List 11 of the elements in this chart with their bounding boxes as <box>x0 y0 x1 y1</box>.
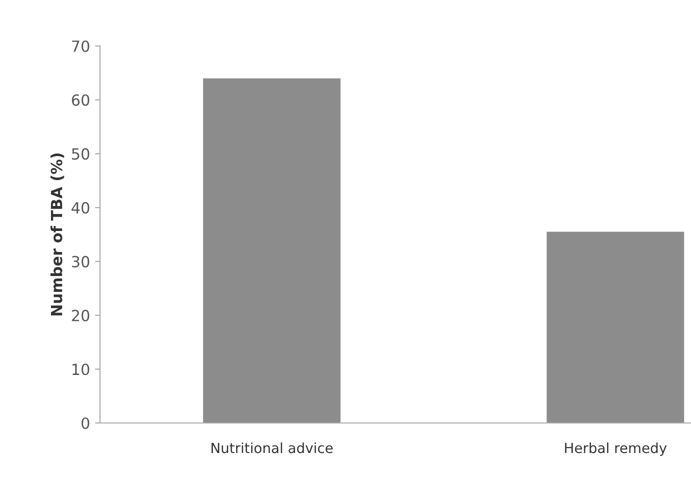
y-tick-label: 0 <box>82 417 90 430</box>
y-tick-label: 40 <box>72 202 90 214</box>
x-tick-label: Nutritional advice <box>212 442 333 454</box>
y-tick-label: 30 <box>72 256 90 268</box>
y-tick-label: 50 <box>72 148 90 160</box>
y-axis-title: Number of TBA (%) <box>50 153 64 316</box>
y-tick-label: 20 <box>72 310 90 322</box>
y-tick-label: 70 <box>72 40 90 52</box>
x-tick-label: Herbal remedy <box>565 442 667 456</box>
y-tick-label: 10 <box>72 364 90 376</box>
y-tick-label: 60 <box>72 94 90 106</box>
